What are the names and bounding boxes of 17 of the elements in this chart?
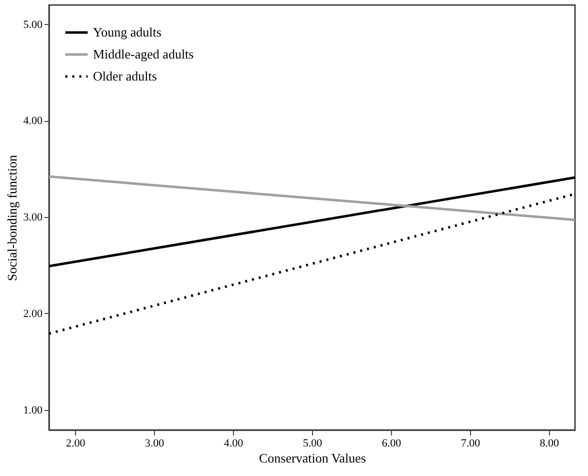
y-tick-label: 4.00 [23, 115, 43, 128]
y-tick-label: 2.00 [23, 308, 43, 320]
legend-label: Young adults [93, 24, 162, 40]
legend-label: Middle-aged adults [93, 46, 194, 62]
x-tick-label: 7.00 [460, 438, 481, 450]
y-tick-label: 3.00 [23, 212, 43, 224]
x-tick-label: 6.00 [382, 438, 402, 450]
x-tick-label: 2.00 [66, 438, 86, 450]
y-tick-label: 1.00 [23, 404, 43, 416]
x-tick-label: 5.00 [302, 438, 323, 450]
y-axis-title: Social-bonding function [4, 154, 20, 282]
x-tick-label: 3.00 [144, 438, 165, 450]
x-tick-label: 8.00 [540, 438, 560, 450]
x-tick-label: 4.00 [224, 438, 244, 450]
legend-label: Older adults [93, 68, 157, 84]
y-tick-label: 5.00 [23, 18, 43, 31]
x-axis-title: Conservation Values [259, 450, 366, 466]
